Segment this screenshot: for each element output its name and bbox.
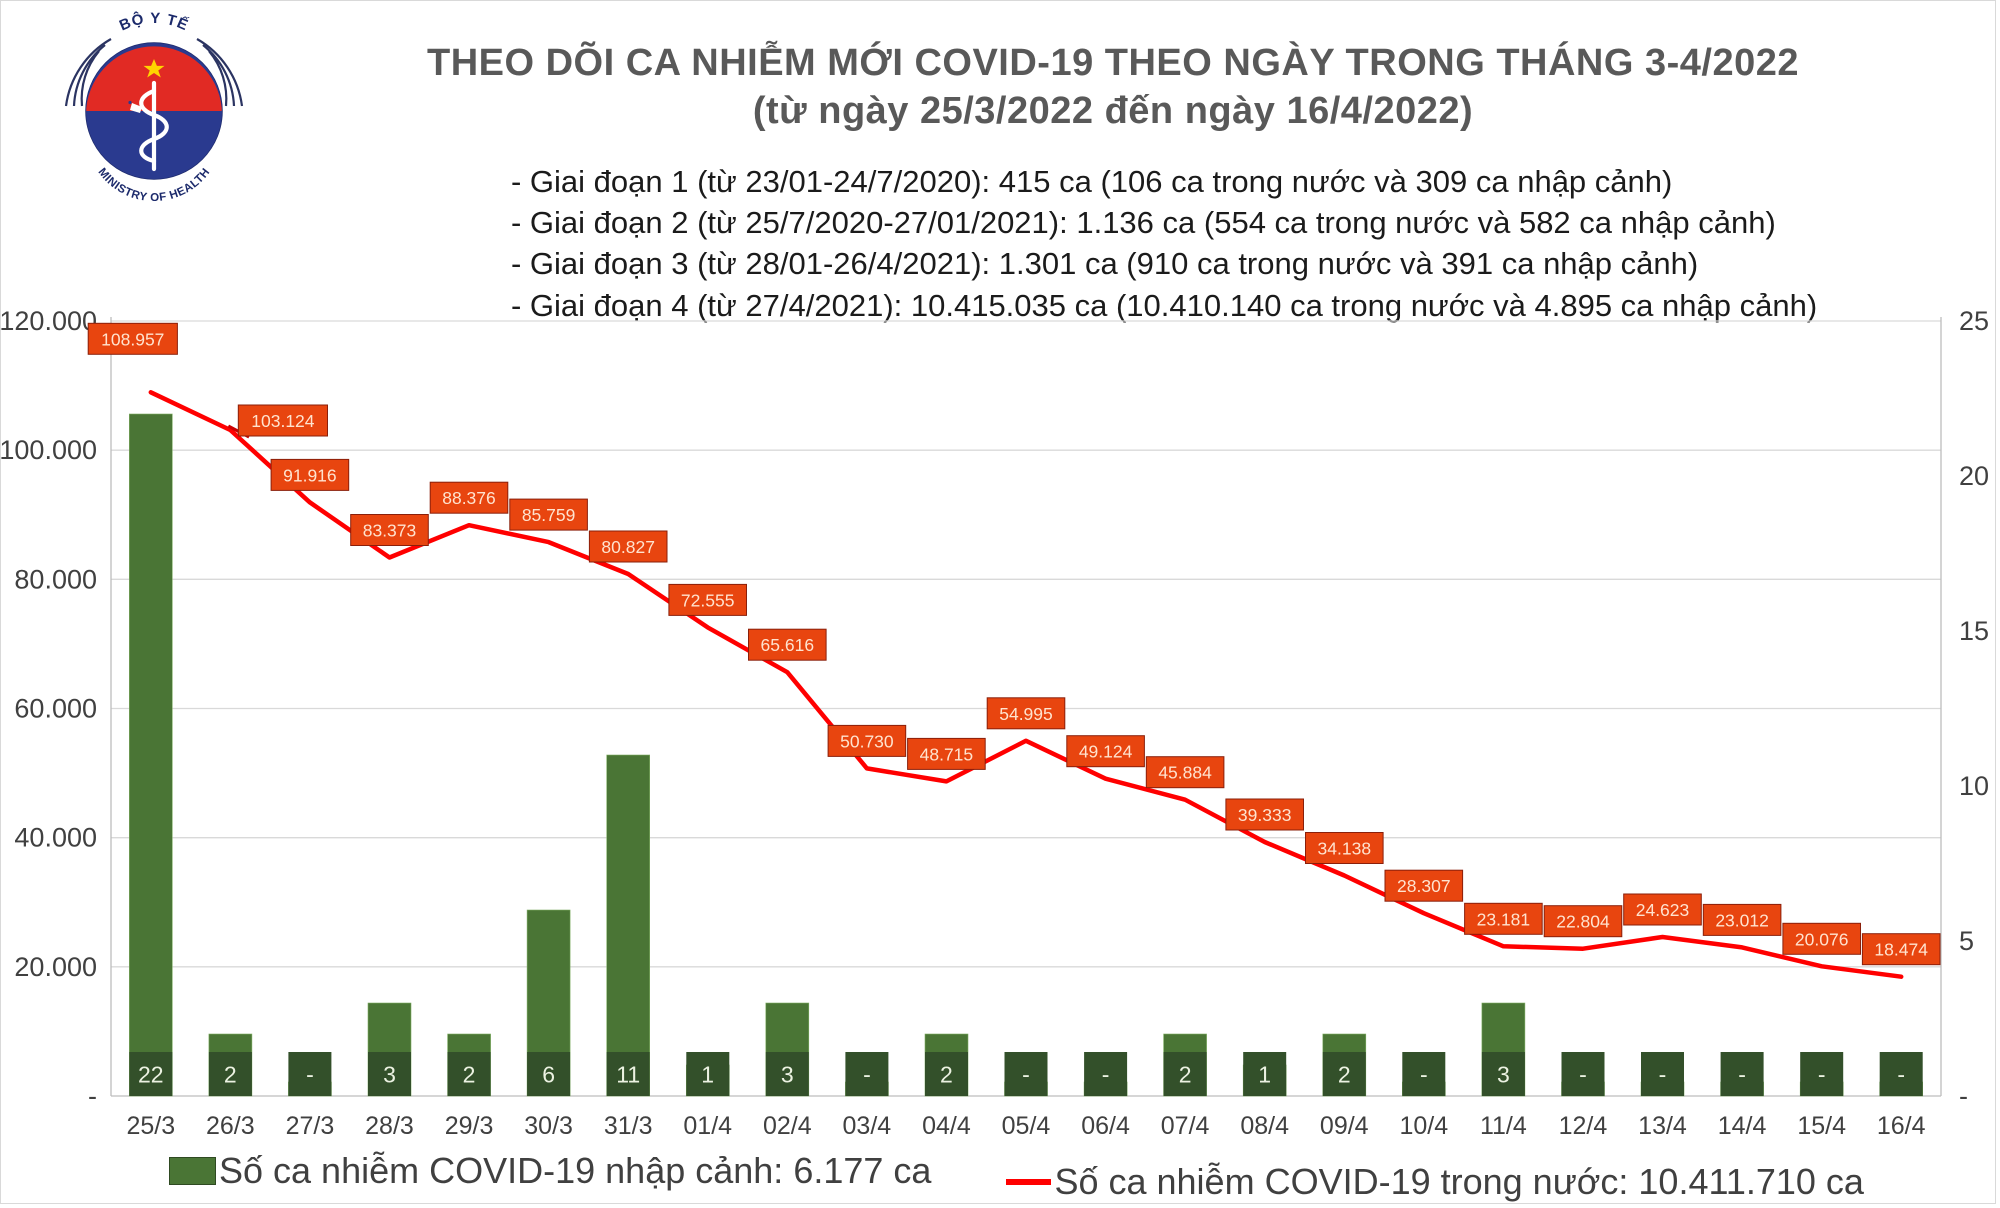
svg-text:40.000: 40.000: [14, 823, 97, 853]
svg-text:24.623: 24.623: [1636, 900, 1690, 920]
svg-text:-: -: [1579, 1062, 1587, 1088]
svg-text:27/3: 27/3: [286, 1112, 335, 1140]
svg-text:85.759: 85.759: [522, 505, 576, 525]
svg-text:18.474: 18.474: [1874, 940, 1928, 960]
svg-text:-: -: [1420, 1062, 1428, 1088]
svg-text:3: 3: [383, 1062, 396, 1088]
svg-text:06/4: 06/4: [1081, 1112, 1130, 1140]
svg-text:14/4: 14/4: [1718, 1112, 1767, 1140]
svg-text:-: -: [1659, 1062, 1667, 1088]
svg-text:-: -: [1738, 1062, 1746, 1088]
svg-text:48.715: 48.715: [920, 744, 974, 764]
svg-text:22: 22: [138, 1062, 164, 1088]
svg-text:50.730: 50.730: [840, 731, 894, 751]
svg-text:39.333: 39.333: [1238, 805, 1292, 825]
svg-text:88.376: 88.376: [442, 488, 496, 508]
svg-text:1: 1: [1258, 1062, 1271, 1088]
svg-text:83.373: 83.373: [363, 521, 417, 541]
svg-text:11: 11: [616, 1062, 640, 1088]
svg-text:-: -: [306, 1062, 314, 1088]
svg-text:08/4: 08/4: [1240, 1112, 1289, 1140]
svg-text:-: -: [1818, 1062, 1826, 1088]
svg-text:30/3: 30/3: [524, 1112, 573, 1140]
svg-text:60.000: 60.000: [14, 694, 97, 724]
svg-text:10/4: 10/4: [1399, 1112, 1448, 1140]
svg-text:25: 25: [1959, 306, 1989, 336]
svg-text:09/4: 09/4: [1320, 1112, 1369, 1140]
svg-text:23.012: 23.012: [1715, 910, 1769, 930]
svg-text:31/3: 31/3: [604, 1112, 653, 1140]
svg-text:34.138: 34.138: [1318, 839, 1372, 859]
svg-text:20.076: 20.076: [1795, 929, 1849, 949]
svg-text:49.124: 49.124: [1079, 742, 1133, 762]
svg-text:07/4: 07/4: [1161, 1112, 1210, 1140]
svg-text:5: 5: [1959, 926, 1974, 956]
svg-text:-: -: [88, 1081, 97, 1111]
svg-text:-: -: [1897, 1062, 1905, 1088]
svg-text:2: 2: [463, 1062, 476, 1088]
svg-text:2: 2: [1179, 1062, 1192, 1088]
svg-text:65.616: 65.616: [761, 635, 815, 655]
svg-text:-: -: [863, 1062, 871, 1088]
svg-text:54.995: 54.995: [999, 704, 1053, 724]
svg-text:2: 2: [940, 1062, 953, 1088]
svg-text:80.000: 80.000: [14, 564, 97, 594]
svg-text:100.000: 100.000: [1, 435, 97, 465]
svg-text:01/4: 01/4: [683, 1112, 732, 1140]
svg-text:03/4: 03/4: [843, 1112, 892, 1140]
svg-text:80.827: 80.827: [601, 537, 655, 557]
svg-text:23.181: 23.181: [1477, 909, 1531, 929]
svg-text:26/3: 26/3: [206, 1112, 255, 1140]
svg-text:-: -: [1102, 1062, 1110, 1088]
svg-text:13/4: 13/4: [1638, 1112, 1687, 1140]
svg-text:-: -: [1022, 1062, 1030, 1088]
svg-text:103.124: 103.124: [251, 411, 315, 431]
svg-text:1: 1: [701, 1062, 714, 1088]
svg-text:2: 2: [1338, 1062, 1351, 1088]
svg-text:22.804: 22.804: [1556, 912, 1610, 932]
svg-text:3: 3: [1497, 1062, 1510, 1088]
svg-text:20.000: 20.000: [14, 952, 97, 982]
svg-text:15: 15: [1959, 616, 1989, 646]
svg-text:12/4: 12/4: [1559, 1112, 1608, 1140]
svg-text:28/3: 28/3: [365, 1112, 414, 1140]
svg-text:2: 2: [224, 1062, 237, 1088]
svg-text:16/4: 16/4: [1877, 1112, 1926, 1140]
svg-text:29/3: 29/3: [445, 1112, 494, 1140]
svg-text:6: 6: [542, 1062, 555, 1088]
svg-text:02/4: 02/4: [763, 1112, 812, 1140]
svg-text:10: 10: [1959, 771, 1989, 801]
svg-text:28.307: 28.307: [1397, 876, 1451, 896]
svg-text:120.000: 120.000: [1, 306, 97, 336]
svg-text:72.555: 72.555: [681, 590, 735, 610]
svg-text:25/3: 25/3: [126, 1112, 175, 1140]
svg-text:91.916: 91.916: [283, 465, 337, 485]
svg-text:04/4: 04/4: [922, 1112, 971, 1140]
svg-text:BỘ Y TẾ: BỘ Y TẾ: [117, 11, 191, 34]
svg-text:15/4: 15/4: [1797, 1112, 1846, 1140]
svg-text:11/4: 11/4: [1480, 1112, 1527, 1140]
svg-text:-: -: [1959, 1081, 1968, 1111]
svg-text:20: 20: [1959, 461, 1989, 491]
svg-text:05/4: 05/4: [1002, 1112, 1051, 1140]
svg-text:3: 3: [781, 1062, 794, 1088]
svg-text:45.884: 45.884: [1158, 763, 1212, 783]
svg-text:108.957: 108.957: [101, 329, 164, 349]
